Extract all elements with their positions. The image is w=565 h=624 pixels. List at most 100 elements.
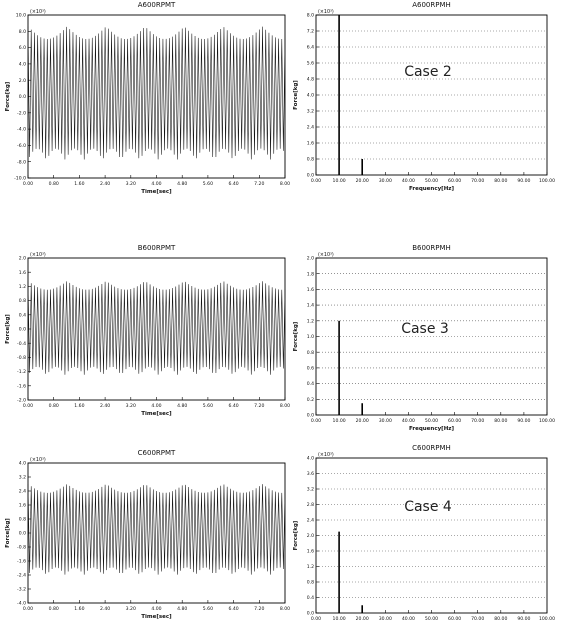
x-tick-label: 90.00 bbox=[517, 616, 530, 622]
p2-chart: A600RPMH (×10³) 0.0 0.8 1.6 2.4 3.2 4.0 4.8 5.6 6.… bbox=[293, 1, 555, 192]
y-tick-label: 2.0 bbox=[19, 78, 26, 84]
x-tick-label: 4.80 bbox=[177, 606, 187, 612]
y-axis-label: Force[kg] bbox=[293, 321, 299, 351]
x-tick-label: 7.20 bbox=[254, 606, 264, 612]
y-tick-label: 1.2 bbox=[19, 284, 26, 290]
axis-multiplier: (×10³) bbox=[30, 457, 46, 463]
y-tick-label: 1.6 bbox=[19, 503, 26, 509]
chart-title: B600RPMT bbox=[138, 244, 176, 252]
y-tick-label: 1.4 bbox=[307, 303, 314, 309]
y-tick-label: 0.8 bbox=[307, 580, 314, 586]
x-tick-label: 80.00 bbox=[494, 418, 507, 424]
y-tick-label: -4.0 bbox=[17, 601, 26, 607]
plot-frame bbox=[27, 257, 286, 401]
x-tick-label: 70.00 bbox=[471, 418, 484, 424]
y-tick-label: 5.6 bbox=[307, 61, 314, 67]
x-axis-label: Frequency[Hz] bbox=[409, 186, 455, 192]
y-axis-label: Force[kg] bbox=[5, 314, 11, 344]
y-tick-label: 1.6 bbox=[19, 270, 26, 276]
y-tick-label: 0.2 bbox=[307, 397, 314, 403]
x-tick-label: 0.80 bbox=[49, 403, 59, 409]
x-tick-label: 7.20 bbox=[254, 403, 264, 409]
y-tick-label: 4.8 bbox=[307, 77, 314, 83]
y-tick-label: 2.4 bbox=[307, 125, 314, 131]
x-tick-label: 60.00 bbox=[448, 178, 461, 184]
x-axis-label: Time[sec] bbox=[141, 411, 172, 417]
y-tick-label: 3.2 bbox=[307, 109, 314, 115]
chart-title: A600RPMT bbox=[138, 1, 176, 9]
y-tick-label: 0.8 bbox=[19, 517, 26, 523]
x-tick-label: 6.40 bbox=[228, 181, 238, 187]
x-tick-label: 60.00 bbox=[448, 616, 461, 622]
axis-multiplier: (×10³) bbox=[318, 9, 334, 15]
x-tick-label: 2.40 bbox=[100, 606, 110, 612]
x-tick-label: 50.00 bbox=[425, 418, 438, 424]
x-tick-label: 3.20 bbox=[126, 606, 136, 612]
y-tick-label: 0.4 bbox=[19, 312, 26, 318]
y-tick-label: 0.0 bbox=[307, 173, 314, 179]
x-tick-label: 100.00 bbox=[539, 616, 555, 622]
y-tick-label: 4.0 bbox=[19, 62, 26, 68]
x-tick-label: 4.00 bbox=[151, 403, 161, 409]
y-tick-label: 0.0 bbox=[19, 531, 26, 537]
chart-title: A600RPMH bbox=[412, 1, 451, 9]
x-tick-label: 0.00 bbox=[23, 403, 33, 409]
y-tick-label: 1.6 bbox=[307, 549, 314, 555]
x-tick-label: 6.40 bbox=[228, 606, 238, 612]
y-tick-label: -0.8 bbox=[17, 545, 26, 551]
x-tick-label: 90.00 bbox=[517, 418, 530, 424]
x-tick-label: 10.00 bbox=[333, 178, 346, 184]
y-tick-label: 1.6 bbox=[307, 287, 314, 293]
x-tick-label: 8.00 bbox=[280, 181, 290, 187]
y-tick-label: -3.2 bbox=[17, 587, 26, 593]
x-tick-label: 2.40 bbox=[100, 403, 110, 409]
y-tick-label: -1.6 bbox=[17, 383, 26, 389]
x-tick-label: 5.60 bbox=[203, 403, 213, 409]
y-tick-label: 8.0 bbox=[19, 29, 26, 35]
x-tick-label: 4.00 bbox=[151, 606, 161, 612]
axis-multiplier: (×10³) bbox=[30, 252, 46, 258]
x-tick-label: 4.00 bbox=[151, 181, 161, 187]
x-tick-label: 0.80 bbox=[49, 181, 59, 187]
x-tick-label: 40.00 bbox=[402, 616, 415, 622]
case-annotation: Case 2 bbox=[404, 64, 452, 80]
x-tick-label: 80.00 bbox=[494, 178, 507, 184]
x-tick-label: 100.00 bbox=[539, 178, 555, 184]
y-tick-label: 2.4 bbox=[19, 489, 26, 495]
y-tick-label: -2.0 bbox=[17, 110, 26, 116]
y-axis-label: Force[kg] bbox=[5, 518, 11, 548]
y-axis-label: Force[kg] bbox=[293, 520, 299, 550]
plot-frame bbox=[27, 462, 286, 604]
y-tick-label: 1.2 bbox=[307, 318, 314, 324]
x-tick-label: 4.80 bbox=[177, 403, 187, 409]
y-tick-label: 2.0 bbox=[19, 256, 26, 262]
x-tick-label: 70.00 bbox=[471, 616, 484, 622]
y-tick-label: 6.0 bbox=[19, 45, 26, 51]
x-tick-label: 1.60 bbox=[74, 606, 84, 612]
plot-frame bbox=[315, 14, 548, 176]
chart-title: C600RPMH bbox=[412, 444, 451, 452]
x-tick-label: 30.00 bbox=[379, 616, 392, 622]
y-tick-label: -2.0 bbox=[17, 398, 26, 404]
y-tick-label: 4.0 bbox=[307, 93, 314, 99]
x-tick-label: 5.60 bbox=[203, 181, 213, 187]
y-tick-label: 1.2 bbox=[307, 564, 314, 570]
plot-frame bbox=[315, 457, 548, 614]
x-tick-label: 3.20 bbox=[126, 181, 136, 187]
y-tick-label: 10.0 bbox=[16, 13, 26, 19]
p1-chart: A600RPMT (×10³) -10.0 -8.0 -6.0 -4.0 -2.0 0.0 2.… bbox=[5, 1, 290, 195]
x-tick-label: 0.00 bbox=[311, 418, 321, 424]
x-tick-label: 60.00 bbox=[448, 418, 461, 424]
y-tick-label: 0.4 bbox=[307, 381, 314, 387]
y-tick-label: 4.0 bbox=[307, 456, 314, 462]
y-tick-label: -1.6 bbox=[17, 559, 26, 565]
axis-multiplier: (×10³) bbox=[318, 252, 334, 258]
y-tick-label: 0.0 bbox=[307, 413, 314, 419]
x-tick-label: 6.40 bbox=[228, 403, 238, 409]
force-time-series bbox=[27, 483, 286, 575]
y-tick-label: 1.8 bbox=[307, 271, 314, 277]
y-tick-label: 2.0 bbox=[307, 533, 314, 539]
x-axis-label: Frequency[Hz] bbox=[409, 426, 455, 432]
x-tick-label: 50.00 bbox=[425, 178, 438, 184]
